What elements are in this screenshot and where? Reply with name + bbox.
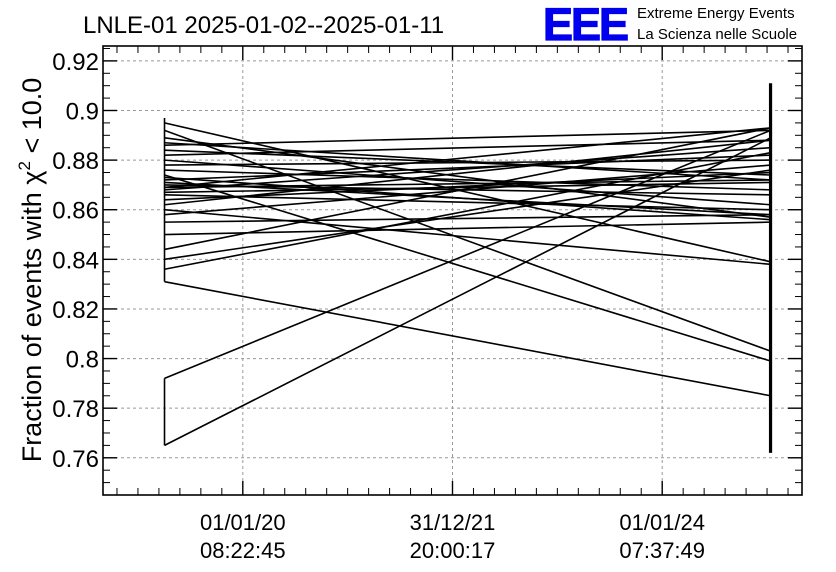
series-line [164, 184, 771, 196]
y-axis-label-chi: χ [17, 170, 47, 184]
y-axis-label-suffix: < 10.0 [17, 78, 47, 161]
series-line [164, 169, 771, 191]
y-tick-label: 0.84 [52, 247, 99, 274]
series-line [164, 141, 771, 181]
x-tick-label-date: 01/01/24 [619, 510, 705, 535]
y-tick-labels: 0.76 0.78 0.8 0.82 0.84 0.86 0.88 0.9 0.92 [52, 49, 99, 473]
logo-mark: EEE [543, 0, 628, 50]
x-tick-label-time: 08:22:45 [200, 538, 286, 563]
x-tick-label-time: 07:37:49 [619, 538, 705, 563]
series-line [164, 127, 771, 189]
series-line [164, 122, 771, 263]
y-tick-label: 0.8 [66, 347, 99, 374]
series-line [164, 139, 771, 156]
series-line [164, 280, 771, 397]
series-line [164, 129, 771, 147]
series-line [164, 129, 771, 352]
logo-line-1: Extreme Energy Events [637, 5, 795, 22]
series-lines [163, 83, 773, 453]
series-line [164, 137, 771, 447]
series-line [164, 149, 771, 176]
y-tick-label: 0.88 [52, 148, 99, 175]
y-tick-label: 0.92 [52, 49, 99, 76]
series-line [164, 171, 771, 201]
grid [103, 46, 802, 495]
series-line [164, 174, 771, 362]
series-line [164, 154, 771, 181]
series-line [164, 136, 771, 218]
y-tick-label: 0.78 [52, 396, 99, 423]
series-line [164, 194, 771, 211]
series-line [164, 213, 771, 223]
y-tick-label: 0.86 [52, 198, 99, 225]
eee-logo: EEE Extreme Energy Events La Scienza nel… [542, 0, 797, 51]
y-axis-label-superscript: 2 [15, 161, 34, 170]
y-axis-label-prefix: Fraction of events with [17, 185, 47, 463]
series-line [164, 127, 771, 251]
axis-ticks [103, 46, 802, 496]
logo-line-2: La Scienza nelle Scuole [637, 26, 797, 43]
series-line [164, 139, 771, 206]
y-axis-label: Fraction of events with χ2 < 10.0 [15, 78, 47, 463]
y-tick-label: 0.82 [52, 297, 99, 324]
y-tick-label: 0.9 [66, 98, 99, 125]
x-tick-label-date: 31/12/21 [410, 510, 496, 535]
x-tick-label-date: 01/01/20 [200, 510, 286, 535]
chart-title: LNLE-01 2025-01-02--2025-01-11 [83, 12, 444, 39]
series-line [164, 181, 771, 194]
series-line [164, 151, 771, 271]
y-tick-label: 0.76 [52, 446, 99, 473]
series-line [164, 221, 771, 236]
x-tick-label-time: 20:00:17 [410, 538, 496, 563]
x-tick-labels: 01/01/20 08:22:45 31/12/21 20:00:17 01/01/24… [200, 510, 705, 563]
series-line [164, 176, 771, 221]
series-line [164, 146, 771, 191]
series-line [164, 208, 771, 266]
series-line [164, 169, 771, 261]
